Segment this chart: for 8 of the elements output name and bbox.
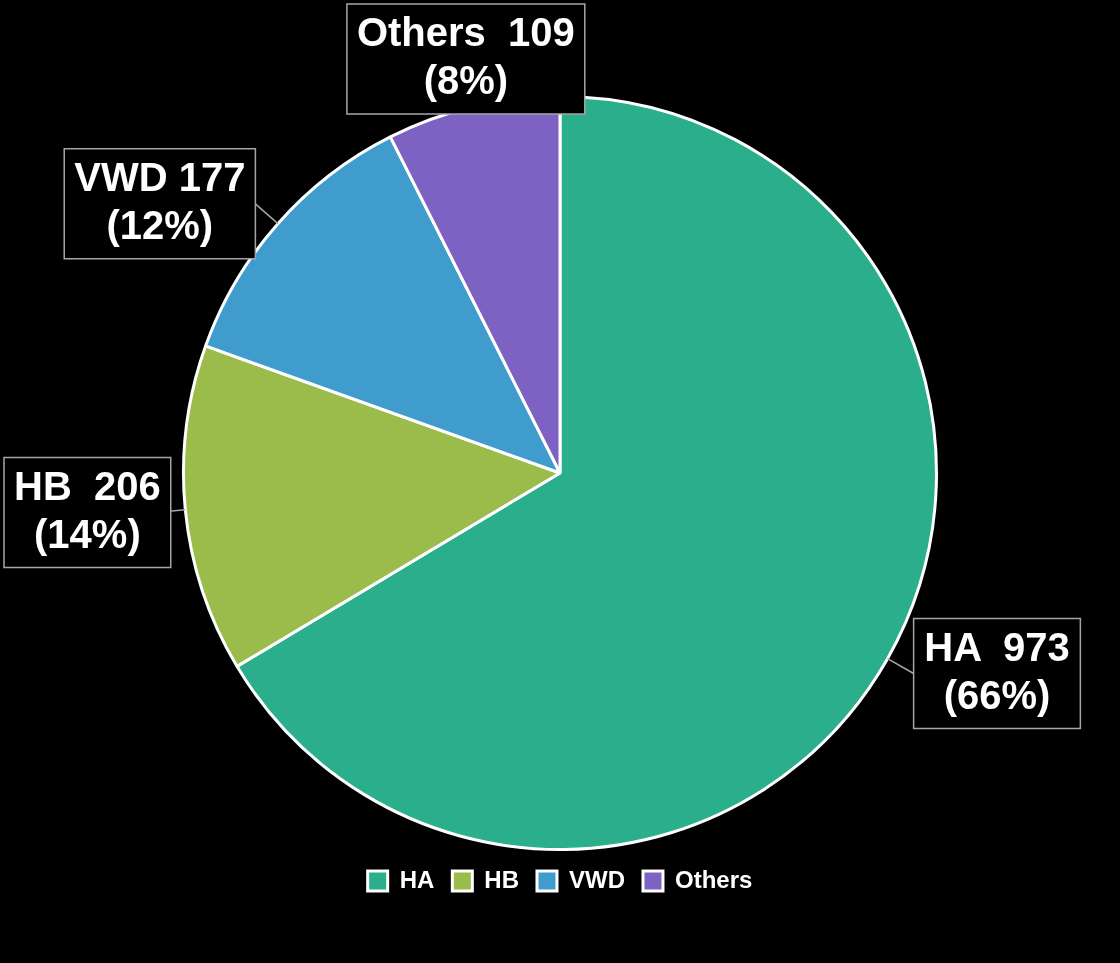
legend-label: VWD bbox=[568, 865, 625, 893]
data-label: Others 109 (8%) bbox=[356, 10, 575, 103]
legend-label: HA bbox=[399, 865, 435, 893]
legend-label: HB bbox=[484, 865, 519, 893]
data-label: VWD 177 (12%) bbox=[74, 154, 246, 247]
data-label: HB 206 (14%) bbox=[13, 463, 161, 556]
legend-label: Others bbox=[674, 865, 753, 893]
data-label: HA 973 (66%) bbox=[924, 624, 1070, 717]
